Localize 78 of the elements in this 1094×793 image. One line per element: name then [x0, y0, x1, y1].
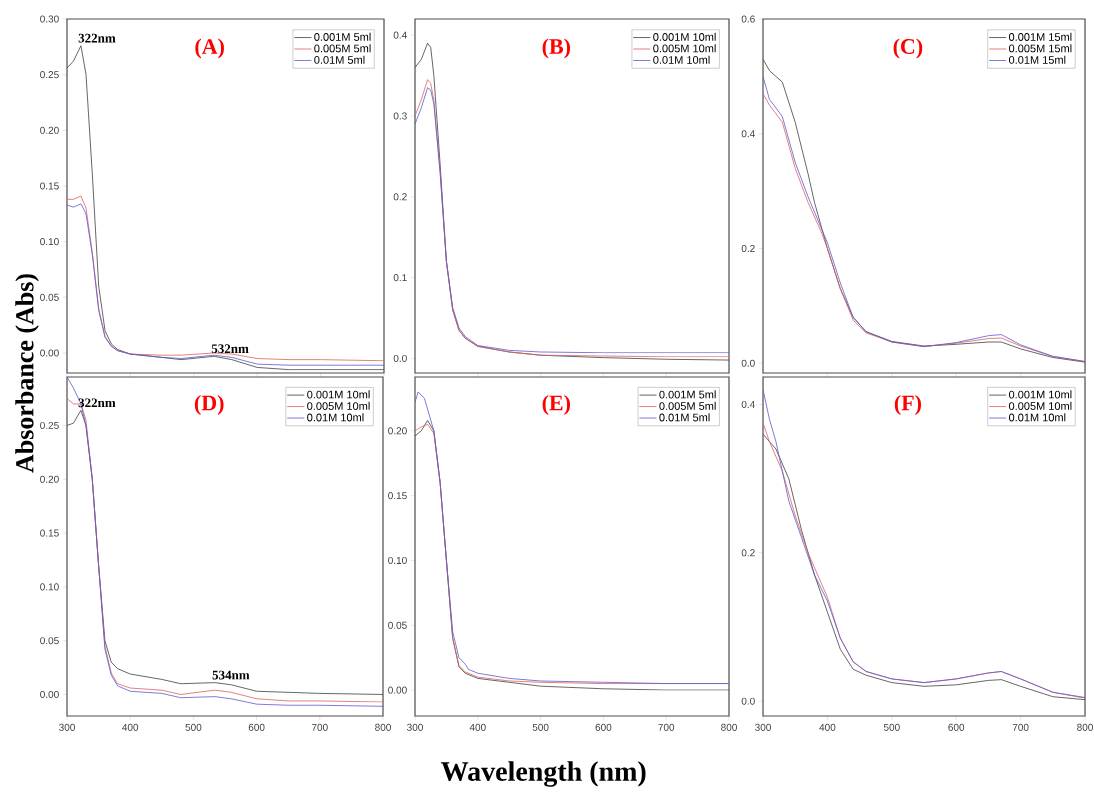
- y-tick-label: 0.25: [40, 71, 59, 79]
- x-tick-label: 700: [658, 723, 675, 731]
- legend-label: 0.01M 10ml: [1008, 413, 1066, 422]
- legend-label: 0.005M 5ml: [314, 44, 371, 53]
- annotation: 322nm: [78, 398, 116, 408]
- y-tick-label: 0.2: [393, 193, 407, 201]
- x-tick-label: 500: [883, 723, 900, 731]
- x-axis-title: Wavelength (nm): [441, 761, 646, 787]
- y-tick-label: 0.25: [40, 421, 59, 429]
- legend-label: 0.001M 15ml: [1008, 32, 1072, 41]
- y-tick-label: 0.6: [741, 15, 755, 23]
- legend-label: 0.005M 15ml: [1008, 44, 1072, 53]
- y-tick-label: 0.20: [40, 475, 59, 483]
- legend-label: 0.001M 10ml: [653, 32, 716, 41]
- x-tick-label: 300: [407, 723, 423, 731]
- legend-label: 0.005M 10ml: [1008, 401, 1072, 410]
- x-tick-label: 500: [532, 723, 549, 731]
- y-tick-label: 0.05: [388, 621, 407, 629]
- y-tick-label: 0.00: [388, 686, 407, 694]
- x-tick-label: 800: [375, 723, 391, 731]
- y-tick-label: 0.1: [393, 274, 407, 282]
- y-tick-label: 0.20: [40, 126, 59, 134]
- legend-label: 0.001M 10ml: [1008, 390, 1072, 399]
- y-tick-label: 0.4: [393, 31, 407, 39]
- y-tick-label: 0.4: [741, 130, 755, 138]
- y-tick-label: 0.30: [40, 15, 59, 23]
- legend-label: 0.01M 10ml: [307, 413, 364, 422]
- legend-label: 0.005M 5ml: [659, 401, 716, 410]
- y-tick-label: 0.05: [40, 637, 59, 645]
- legend-label: 0.001M 10ml: [307, 390, 370, 399]
- y-tick-label: 0.2: [741, 244, 755, 253]
- y-tick-label: 0.20: [388, 427, 407, 435]
- x-tick-label: 400: [469, 723, 486, 731]
- text: (B): [542, 38, 571, 59]
- y-tick-label: 0.0: [741, 697, 755, 705]
- text: (C): [893, 38, 923, 59]
- y-tick-label: 0.4: [741, 400, 755, 408]
- y-tick-label: 0.2: [741, 549, 755, 557]
- x-tick-label: 500: [185, 723, 202, 731]
- x-tick-label: 600: [248, 723, 265, 731]
- legend-label: 0.001M 5ml: [659, 390, 716, 399]
- y-tick-label: 0.10: [40, 583, 59, 591]
- text: (F): [894, 394, 921, 415]
- y-tick-label: 0.00: [40, 690, 59, 699]
- x-tick-label: 400: [122, 723, 139, 731]
- y-tick-label: 0.10: [388, 556, 407, 564]
- legend-label: 0.005M 10ml: [307, 401, 370, 410]
- x-tick-label: 600: [948, 723, 965, 731]
- y-tick-label: 0.3: [393, 112, 407, 120]
- legend-label: 0.01M 5ml: [659, 413, 710, 422]
- legend-label: 0.005M 10ml: [653, 44, 716, 53]
- y-axis-title: Absorbance (Abs): [15, 274, 39, 473]
- x-tick-label: 700: [311, 723, 328, 731]
- annotation: 534nm: [212, 670, 250, 680]
- text: (D): [194, 394, 224, 415]
- x-tick-label: 300: [59, 723, 75, 731]
- x-tick-label: 700: [1012, 723, 1029, 731]
- y-tick-label: 0.15: [388, 492, 407, 500]
- x-tick-label: 600: [595, 723, 612, 731]
- x-tick-label: 400: [819, 723, 836, 731]
- legend-label: 0.01M 15ml: [1008, 55, 1066, 64]
- legend-label: 0.001M 5ml: [314, 32, 371, 41]
- text: (E): [542, 394, 571, 415]
- y-tick-label: 0.05: [40, 293, 59, 301]
- y-tick-label: 0.0: [741, 359, 755, 367]
- x-tick-label: 800: [721, 723, 737, 731]
- y-tick-label: 0.0: [393, 354, 407, 362]
- text: (A): [195, 38, 224, 59]
- annotation: 322nm: [78, 33, 116, 43]
- legend-label: 0.01M 10ml: [653, 55, 710, 64]
- x-tick-label: 300: [755, 723, 771, 731]
- annotation: 532nm: [211, 344, 249, 354]
- legend-label: 0.01M 5ml: [314, 55, 365, 64]
- x-tick-label: 800: [1077, 723, 1093, 731]
- y-tick-label: 0.15: [40, 182, 59, 190]
- y-tick-label: 0.10: [40, 238, 59, 246]
- y-tick-label: 0.00: [40, 349, 59, 357]
- y-tick-label: 0.15: [40, 529, 59, 537]
